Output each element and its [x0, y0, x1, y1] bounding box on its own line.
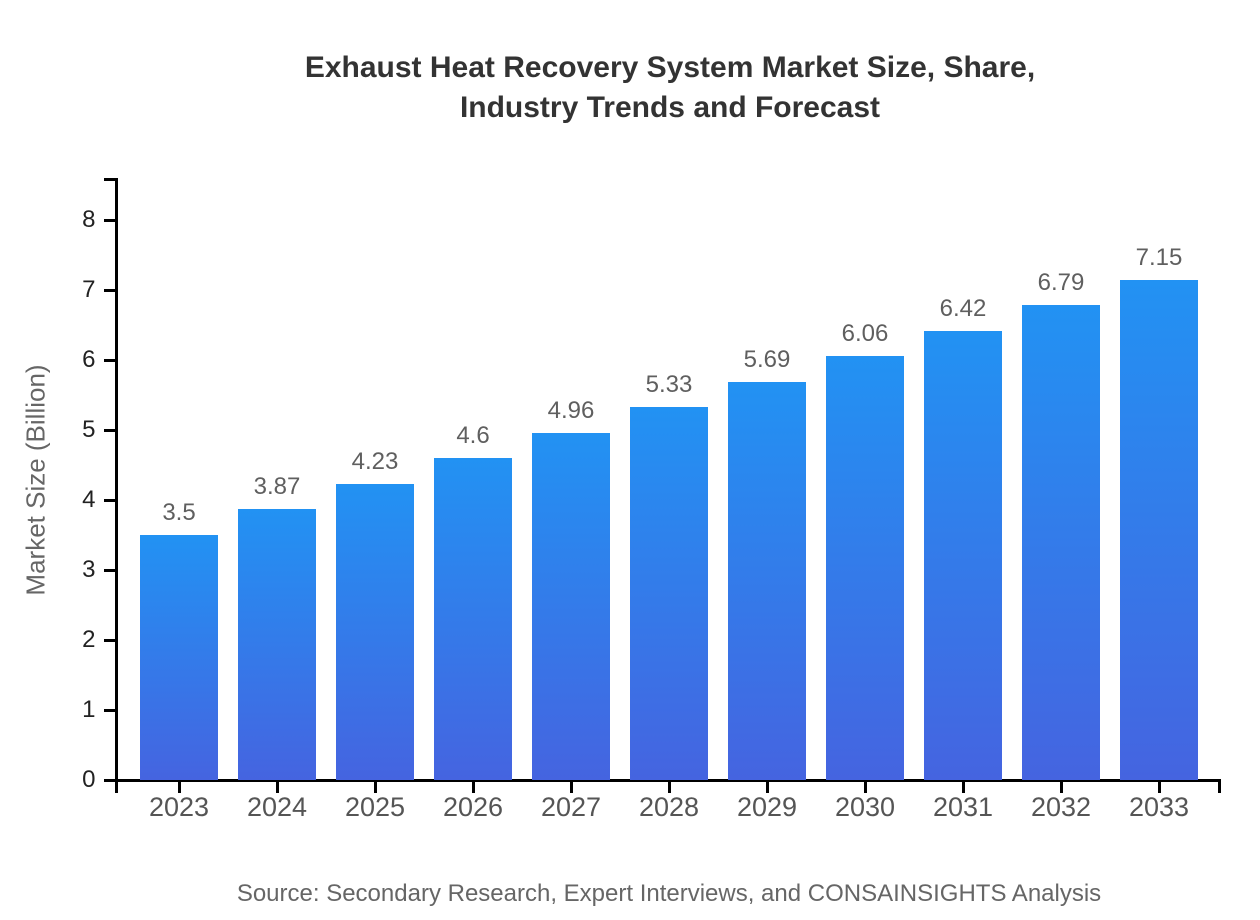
y-axis-tick: [103, 358, 115, 362]
y-axis-end-cap-tick: [103, 178, 115, 181]
x-axis-tick: [471, 781, 475, 793]
bar: [140, 535, 218, 780]
bar: [434, 458, 512, 780]
bar: [1022, 304, 1100, 780]
y-axis-tick: [103, 498, 115, 502]
bar: [728, 381, 806, 780]
bar-value-label: 5.69: [743, 345, 791, 373]
bar-value-label: 4.6: [456, 422, 490, 449]
bar-value-label: 3.87: [253, 473, 301, 501]
x-tick-label: 2032: [1030, 792, 1092, 822]
x-tick-label: 2028: [638, 792, 700, 822]
bar-value-label: 4.23: [351, 447, 399, 475]
y-tick-label: 8: [82, 206, 96, 233]
chart-title-line1: Exhaust Heat Recovery System Market Size…: [304, 51, 1036, 84]
y-axis-tick: [103, 708, 115, 712]
y-axis-line: [114, 178, 118, 793]
y-axis-tick: [103, 428, 115, 432]
y-tick-label: 2: [82, 626, 96, 653]
x-axis-tick: [373, 781, 377, 793]
y-tick-label: 3: [82, 556, 96, 583]
x-axis-tick: [667, 781, 671, 793]
source-note: Source: Secondary Research, Expert Inter…: [236, 880, 1102, 907]
x-axis-tick: [569, 781, 573, 793]
x-tick-label: 2023: [148, 792, 210, 822]
bar: [532, 432, 610, 780]
y-axis-tick: [103, 218, 115, 222]
y-tick-label: 5: [82, 416, 96, 443]
bar-value-label: 6.79: [1037, 268, 1085, 296]
y-axis-tick: [103, 778, 115, 782]
x-axis-tick: [863, 781, 867, 793]
x-axis-tick: [1059, 781, 1063, 793]
bar-value-label: 6.42: [939, 294, 987, 322]
bar-value-label: 3.5: [162, 499, 196, 526]
bar: [924, 330, 1002, 780]
bar-value-label: 4.96: [547, 396, 595, 424]
x-tick-label: 2025: [344, 792, 406, 822]
x-tick-label: 2026: [442, 792, 504, 822]
x-tick-label: 2029: [736, 792, 798, 822]
x-tick-label: 2024: [246, 792, 308, 822]
y-tick-label: 4: [82, 486, 96, 513]
y-axis-tick: [103, 568, 115, 572]
x-axis-tick: [961, 781, 965, 793]
y-tick-label: 0: [82, 766, 96, 793]
x-axis-tick: [1157, 781, 1161, 793]
chart-title-line2: Industry Trends and Forecast: [459, 91, 881, 124]
y-axis-tick: [103, 638, 115, 642]
bar: [238, 509, 316, 780]
x-tick-label: 2031: [932, 792, 994, 822]
x-axis-tick: [275, 781, 279, 793]
bar-value-label: 6.06: [841, 319, 889, 347]
x-tick-label: 2030: [834, 792, 896, 822]
y-axis-tick: [103, 288, 115, 292]
bar: [826, 355, 904, 780]
bar-value-label: 5.33: [645, 370, 693, 398]
x-axis-tick: [765, 781, 769, 793]
x-axis-line: [114, 778, 1221, 782]
y-tick-label: 7: [82, 276, 96, 303]
bar-value-label: 7.15: [1135, 243, 1183, 271]
bar: [630, 406, 708, 780]
x-tick-label: 2027: [540, 792, 602, 822]
bar: [336, 483, 414, 780]
chart-title: Exhaust Heat Recovery System Market Size…: [305, 48, 1035, 128]
y-tick-label: 1: [82, 696, 96, 723]
x-axis-end-cap-tick: [1218, 781, 1221, 793]
x-tick-label: 2033: [1128, 792, 1190, 822]
x-axis-tick: [177, 781, 181, 793]
y-tick-label: 6: [82, 346, 96, 373]
bar: [1120, 279, 1198, 780]
